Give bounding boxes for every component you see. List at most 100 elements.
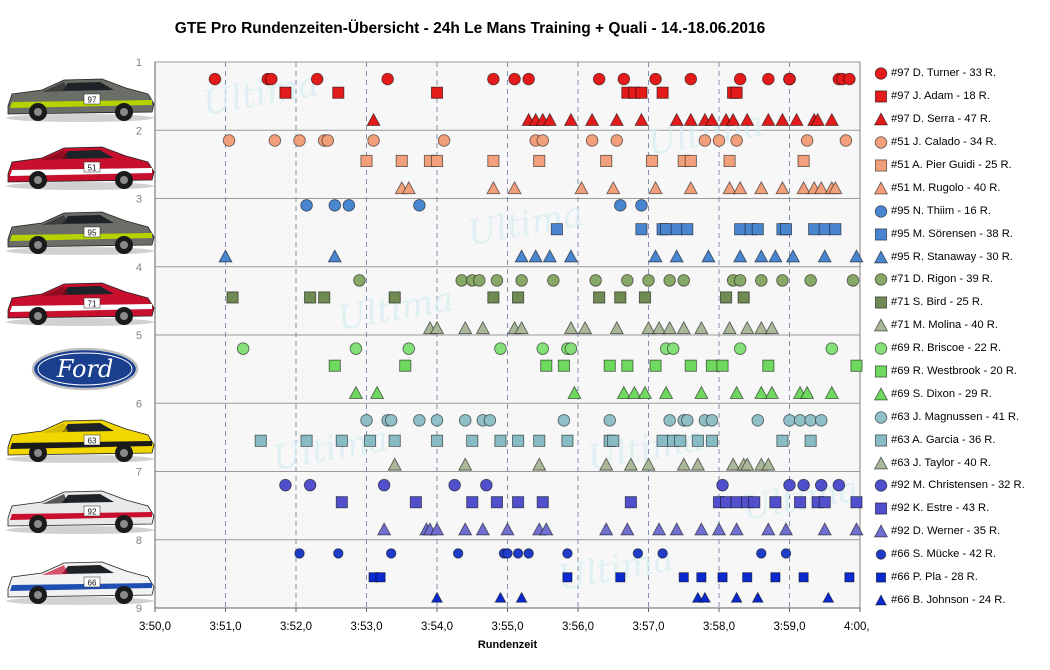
car-ford-gt-66-icon: 66 — [6, 561, 155, 605]
data-point — [764, 320, 780, 335]
data-point — [563, 249, 579, 263]
data-point — [684, 359, 697, 372]
data-point — [536, 496, 549, 509]
data-point — [748, 496, 761, 509]
legend-marker-shape — [874, 136, 888, 149]
data-point — [222, 134, 236, 147]
data-point — [490, 274, 504, 287]
data-point — [507, 180, 522, 195]
series-3 — [222, 134, 853, 147]
data-point — [515, 591, 528, 603]
data-point — [783, 414, 796, 427]
legend-label: #71 D. Rigon - 39 R. — [891, 273, 993, 286]
data-point — [318, 291, 331, 304]
data-point — [614, 291, 627, 304]
legend-item: #92 M. Christensen - 32 R. — [874, 474, 1050, 497]
data-point — [452, 548, 464, 559]
data-point — [751, 414, 765, 427]
y-tick-label: 6 — [136, 398, 142, 410]
data-point — [829, 223, 842, 236]
legend-label: #97 D. Serra - 47 R. — [891, 113, 992, 126]
legend-marker — [874, 90, 888, 103]
data-point — [814, 478, 828, 492]
data-point — [466, 496, 479, 509]
data-point — [663, 274, 676, 287]
legend-label: #95 N. Thiim - 16 R. — [891, 204, 991, 217]
data-point — [785, 249, 801, 263]
data-point — [487, 154, 500, 168]
data-point — [399, 359, 412, 372]
data-point — [494, 591, 507, 603]
legend-marker — [874, 228, 888, 241]
legend-marker — [874, 67, 888, 81]
data-point — [617, 72, 631, 86]
data-point — [603, 414, 616, 427]
data-point — [751, 223, 764, 236]
data-point — [817, 249, 832, 263]
data-point — [487, 291, 500, 304]
data-point — [402, 342, 416, 355]
data-point — [768, 249, 783, 263]
x-tick-label: 3:55,0 — [492, 621, 524, 633]
y-tick-label: 1 — [136, 57, 142, 69]
x-tick-label: 4:00,0 — [844, 621, 870, 633]
data-point — [694, 385, 709, 399]
y-tick-label: 3 — [136, 194, 142, 206]
data-point — [730, 591, 743, 603]
data-point — [676, 457, 691, 471]
series-20 — [376, 522, 864, 536]
data-point — [696, 572, 707, 583]
grid — [154, 61, 861, 609]
legend-label: #51 A. Pier Guidi - 25 R. — [891, 159, 1012, 171]
data-point — [502, 548, 513, 559]
data-point — [522, 72, 535, 86]
data-point — [349, 342, 363, 355]
data-point — [279, 478, 292, 492]
data-point — [218, 249, 233, 263]
legend-marker — [874, 365, 888, 378]
legend-marker — [874, 434, 888, 447]
legend-label: #69 S. Dixon - 29 R. — [891, 387, 992, 400]
data-point — [437, 134, 451, 147]
data-point — [363, 434, 377, 447]
x-tick-label: 3:54,0 — [421, 621, 453, 633]
legend-item: #69 R. Briscoe - 22 R. — [874, 337, 1050, 360]
data-point — [798, 572, 809, 583]
data-point — [808, 223, 821, 236]
data-point — [369, 385, 385, 399]
data-point — [621, 359, 634, 372]
data-point — [413, 199, 426, 212]
data-point — [662, 320, 677, 335]
data-point — [514, 249, 529, 263]
legend-marker — [875, 549, 887, 560]
data-point — [623, 457, 639, 471]
data-point — [804, 414, 817, 427]
data-point — [303, 478, 317, 492]
x-tick-label: 3:58,0 — [703, 621, 735, 633]
data-point — [637, 385, 653, 399]
data-point — [797, 478, 810, 492]
data-point — [366, 112, 381, 126]
data-point — [670, 223, 683, 236]
data-point — [304, 291, 317, 304]
data-point — [730, 134, 743, 147]
data-point — [539, 522, 554, 536]
data-point — [528, 249, 543, 263]
legend-item: #71 D. Rigon - 39 R. — [874, 268, 1050, 291]
data-point — [649, 72, 662, 86]
legend-marker — [874, 479, 888, 493]
data-point — [705, 359, 718, 372]
legend-marker-shape — [874, 205, 888, 218]
data-point — [754, 249, 769, 263]
data-point — [547, 274, 560, 287]
data-point — [681, 223, 694, 236]
data-point — [676, 320, 691, 335]
legend-marker — [874, 159, 888, 172]
data-point — [698, 134, 712, 147]
data-point — [716, 478, 729, 492]
data-point — [584, 112, 600, 126]
data-point — [666, 342, 680, 355]
car-ferrari-51-icon: 51 — [6, 146, 155, 190]
legend-label: #63 J. Taylor - 40 R. — [891, 456, 991, 469]
legend-item: #51 A. Pier Guidi - 25 R. — [874, 154, 1050, 177]
